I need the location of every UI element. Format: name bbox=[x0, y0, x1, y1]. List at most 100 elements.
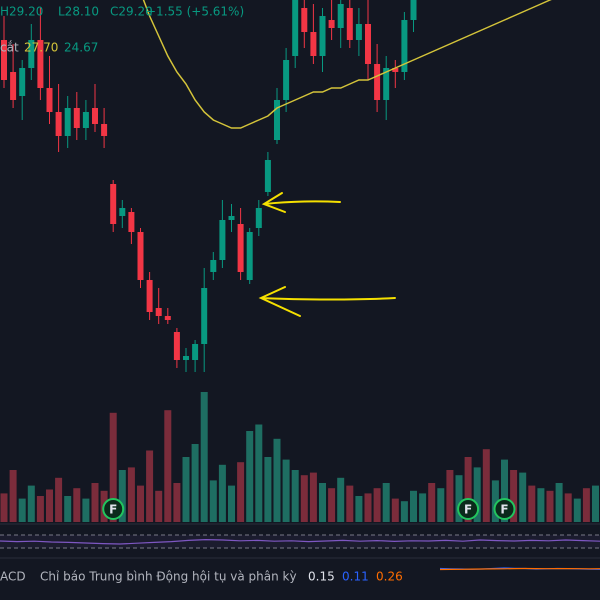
candle-body bbox=[192, 344, 199, 360]
volume-bar bbox=[446, 470, 454, 522]
volume-bar bbox=[164, 410, 172, 522]
volume-bar bbox=[264, 457, 272, 522]
candle-body bbox=[292, 0, 299, 56]
candle-body bbox=[201, 288, 208, 344]
candle-body bbox=[410, 0, 417, 20]
volume-bar bbox=[391, 498, 399, 522]
volume-bar bbox=[55, 477, 63, 522]
annotation-arrow bbox=[258, 286, 396, 317]
volume-bar bbox=[482, 449, 490, 522]
event-marker bbox=[493, 498, 516, 520]
volume-bar bbox=[173, 483, 181, 522]
volume-bar bbox=[146, 450, 154, 522]
volume-bar bbox=[228, 485, 235, 522]
volume-bar bbox=[109, 412, 117, 522]
candle-body bbox=[128, 212, 135, 232]
volume-bar bbox=[46, 489, 53, 522]
candle-body bbox=[228, 216, 235, 220]
legend-close: C29.20 bbox=[110, 5, 153, 19]
candle-body bbox=[10, 72, 17, 100]
volume-bar bbox=[419, 493, 427, 522]
candle-body bbox=[55, 112, 62, 136]
volume-bar bbox=[309, 472, 317, 522]
candle-body bbox=[1, 40, 7, 80]
legend-high: H29.20 bbox=[0, 5, 43, 19]
volume-bar bbox=[437, 488, 445, 522]
candle-body bbox=[28, 40, 35, 68]
volume-bar bbox=[355, 496, 363, 522]
candle-body bbox=[73, 108, 80, 128]
candle-body bbox=[401, 20, 408, 72]
candle-body bbox=[365, 24, 371, 64]
event-label: F bbox=[500, 503, 508, 517]
volume-bar bbox=[464, 457, 472, 522]
volume-bar bbox=[91, 483, 99, 522]
event-marker bbox=[102, 498, 125, 520]
candle-body bbox=[274, 100, 280, 140]
volume-bar bbox=[428, 483, 436, 522]
volume-bar bbox=[373, 488, 381, 522]
oscillator-line bbox=[0, 538, 600, 545]
candle-body bbox=[210, 260, 217, 272]
volume-bar bbox=[546, 490, 554, 522]
candle-body bbox=[146, 280, 153, 312]
candle-body bbox=[383, 68, 390, 100]
volume-bar bbox=[200, 392, 208, 522]
volume-bar bbox=[218, 464, 226, 522]
volume-bar bbox=[64, 496, 72, 522]
volume-bar bbox=[364, 493, 372, 522]
macd-value: 0.26 bbox=[376, 570, 403, 584]
volume-bar bbox=[246, 431, 254, 522]
candle-body bbox=[319, 16, 326, 56]
volume-bar bbox=[118, 470, 126, 522]
volume-bar bbox=[155, 490, 163, 522]
volume-bar bbox=[473, 467, 481, 522]
volume-bar bbox=[291, 470, 299, 522]
volume-bar bbox=[510, 470, 518, 522]
candle-body bbox=[219, 220, 226, 260]
legend: H29.20 L28.10 C29.20 +1.55 (+5.61%) cắt … bbox=[0, 5, 403, 584]
volume-bar bbox=[273, 438, 281, 522]
volume-bar bbox=[410, 490, 417, 522]
candle-body bbox=[346, 8, 353, 40]
volume-bar bbox=[191, 444, 199, 522]
volume-bar bbox=[519, 472, 527, 522]
ma-value: 24.67 bbox=[64, 41, 98, 55]
candle-body bbox=[301, 8, 308, 32]
signal-line bbox=[439, 567, 600, 571]
volume-bar bbox=[400, 501, 408, 522]
event-marker bbox=[457, 498, 480, 520]
candle-body bbox=[374, 64, 381, 100]
candle-body bbox=[173, 332, 180, 360]
event-label: F bbox=[109, 503, 117, 517]
volume-bar bbox=[18, 498, 26, 522]
volume-bar bbox=[237, 462, 245, 522]
candle-body bbox=[110, 184, 117, 224]
macd-pane bbox=[439, 567, 600, 571]
annotation-arrow bbox=[261, 192, 341, 213]
candle-body bbox=[46, 88, 53, 112]
volume-bar bbox=[255, 424, 263, 522]
volume-bar bbox=[337, 477, 345, 522]
volume-bar bbox=[582, 488, 590, 522]
volume-bar bbox=[73, 488, 81, 522]
price-pane bbox=[1, 0, 552, 372]
candle-body bbox=[355, 24, 362, 40]
candle-body bbox=[246, 232, 253, 280]
candle-body bbox=[264, 160, 271, 192]
candle-body bbox=[37, 40, 44, 88]
macd-name: ACD bbox=[0, 570, 26, 584]
candle-body bbox=[155, 308, 162, 316]
legend-low: L28.10 bbox=[58, 5, 99, 19]
candle-body bbox=[19, 68, 26, 96]
candle-body bbox=[164, 316, 171, 320]
candle-body bbox=[255, 208, 262, 228]
volume-bar bbox=[564, 493, 572, 522]
volume-bar bbox=[555, 483, 563, 522]
volume-bar bbox=[573, 498, 581, 522]
volume-bar bbox=[27, 485, 35, 522]
volume-bar bbox=[537, 488, 545, 522]
candle-body bbox=[137, 232, 144, 280]
candle-body bbox=[92, 108, 98, 124]
